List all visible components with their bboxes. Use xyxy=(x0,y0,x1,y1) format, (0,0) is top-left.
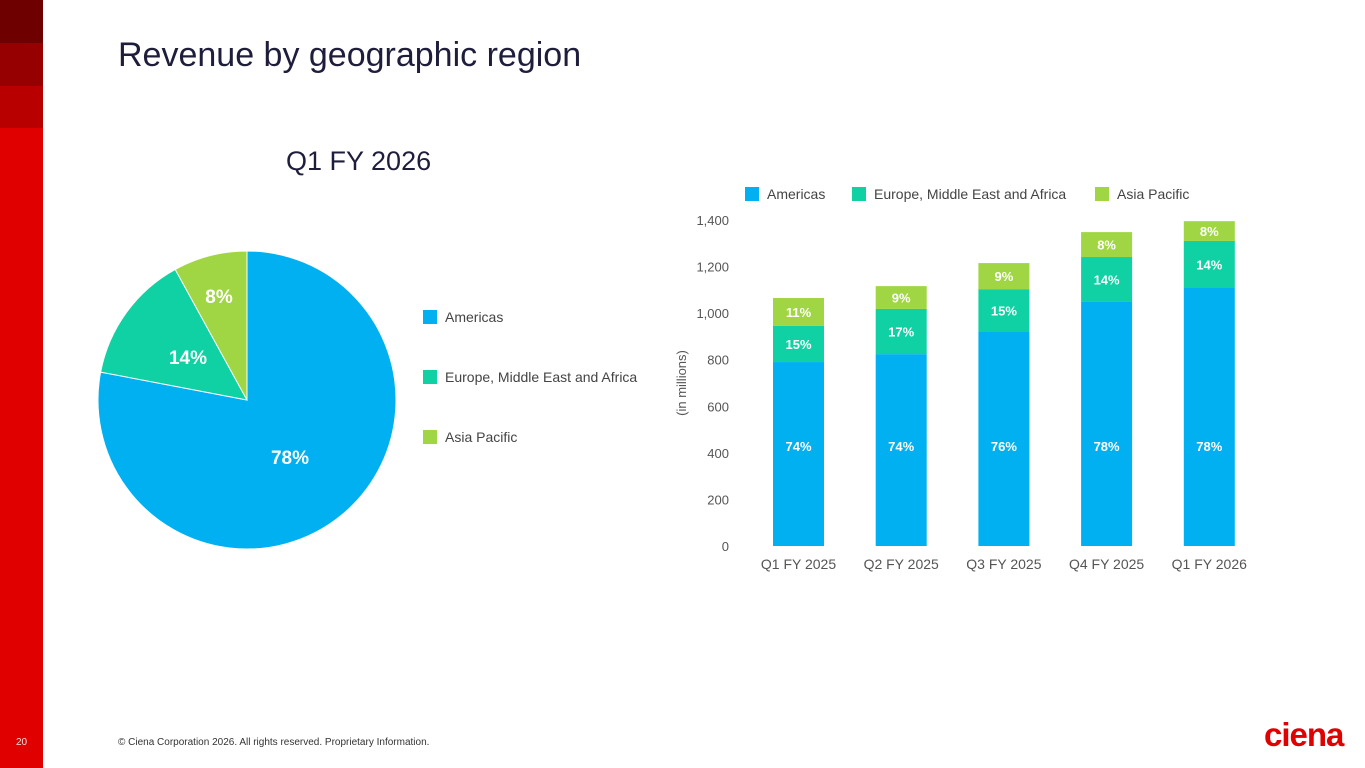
bar-data-label: 8% xyxy=(1097,238,1116,253)
footer-copyright: © Ciena Corporation 2026. All rights res… xyxy=(118,737,430,748)
bar-data-label: 78% xyxy=(1094,439,1120,454)
sidebar-block xyxy=(0,86,43,128)
x-tick-label: Q2 FY 2025 xyxy=(864,556,939,572)
legend-label: Americas xyxy=(445,309,503,325)
bar-segment xyxy=(1183,287,1235,546)
legend-swatch xyxy=(1095,187,1109,201)
legend-swatch xyxy=(423,310,437,324)
bar-segment xyxy=(875,354,927,546)
legend-label: Europe, Middle East and Africa xyxy=(445,369,637,385)
y-tick-label: 600 xyxy=(707,399,729,414)
y-tick-label: 1,400 xyxy=(696,213,729,228)
bar-data-label: 9% xyxy=(995,269,1014,284)
y-tick-label: 400 xyxy=(707,446,729,461)
bar-segment xyxy=(773,325,824,363)
legend-swatch xyxy=(423,370,437,384)
pie-title: Q1 FY 2026 xyxy=(286,146,432,176)
sidebar-block xyxy=(0,43,43,86)
bar-data-label: 15% xyxy=(991,304,1017,319)
bar-data-label: 14% xyxy=(1094,272,1120,287)
pie-slice xyxy=(100,268,248,401)
y-tick-label: 200 xyxy=(707,492,729,507)
x-tick-label: Q1 FY 2025 xyxy=(761,556,836,572)
x-tick-label: Q3 FY 2025 xyxy=(966,556,1041,572)
bar-segment xyxy=(875,308,927,355)
bar-segment xyxy=(1183,240,1235,288)
bar-data-label: 74% xyxy=(785,439,811,454)
pie-data-label: 78% xyxy=(271,448,309,469)
pie-data-label: 8% xyxy=(205,287,233,308)
bar-segment xyxy=(773,298,824,326)
x-tick-label: Q4 FY 2025 xyxy=(1069,556,1144,572)
bar-data-label: 76% xyxy=(991,439,1017,454)
y-axis-label: (in millions) xyxy=(674,350,689,416)
bar-data-label: 17% xyxy=(888,325,914,340)
bar-data-label: 11% xyxy=(786,305,812,320)
sidebar-block xyxy=(0,0,43,43)
y-tick-label: 1,200 xyxy=(696,260,729,275)
bar-segment xyxy=(1081,257,1133,302)
bar-segment xyxy=(773,362,824,546)
bar-data-label: 9% xyxy=(892,291,911,306)
bar-segment xyxy=(1183,221,1235,241)
page-title: Revenue by geographic region xyxy=(118,36,582,74)
legend-swatch xyxy=(745,187,759,201)
bar-segment xyxy=(1081,232,1133,258)
legend-label: Europe, Middle East and Africa xyxy=(874,186,1066,202)
y-tick-label: 800 xyxy=(707,353,729,368)
page-number: 20 xyxy=(16,737,28,748)
ciena-logo: ciena xyxy=(1264,716,1344,753)
brand-sidebar xyxy=(0,0,43,768)
legend-swatch xyxy=(423,430,437,444)
legend-label: Americas xyxy=(767,186,825,202)
legend-label: Asia Pacific xyxy=(1117,186,1189,202)
x-tick-label: Q1 FY 2026 xyxy=(1172,556,1247,572)
bar-data-label: 8% xyxy=(1200,224,1219,239)
bar-data-label: 15% xyxy=(785,337,811,352)
legend-label: Asia Pacific xyxy=(445,429,517,445)
bar-segment xyxy=(1081,301,1133,546)
bar-segment xyxy=(978,332,1030,546)
y-tick-label: 1,000 xyxy=(696,306,729,321)
bar-data-label: 78% xyxy=(1196,439,1222,454)
bar-segment xyxy=(978,263,1030,290)
bar-segment xyxy=(978,289,1030,333)
pie-data-label: 14% xyxy=(169,348,207,369)
legend-swatch xyxy=(852,187,866,201)
y-tick-label: 0 xyxy=(722,539,729,554)
bar-data-label: 74% xyxy=(888,439,914,454)
pie-slice xyxy=(174,250,248,401)
bar-data-label: 14% xyxy=(1196,257,1222,272)
bar-segment xyxy=(875,286,927,309)
